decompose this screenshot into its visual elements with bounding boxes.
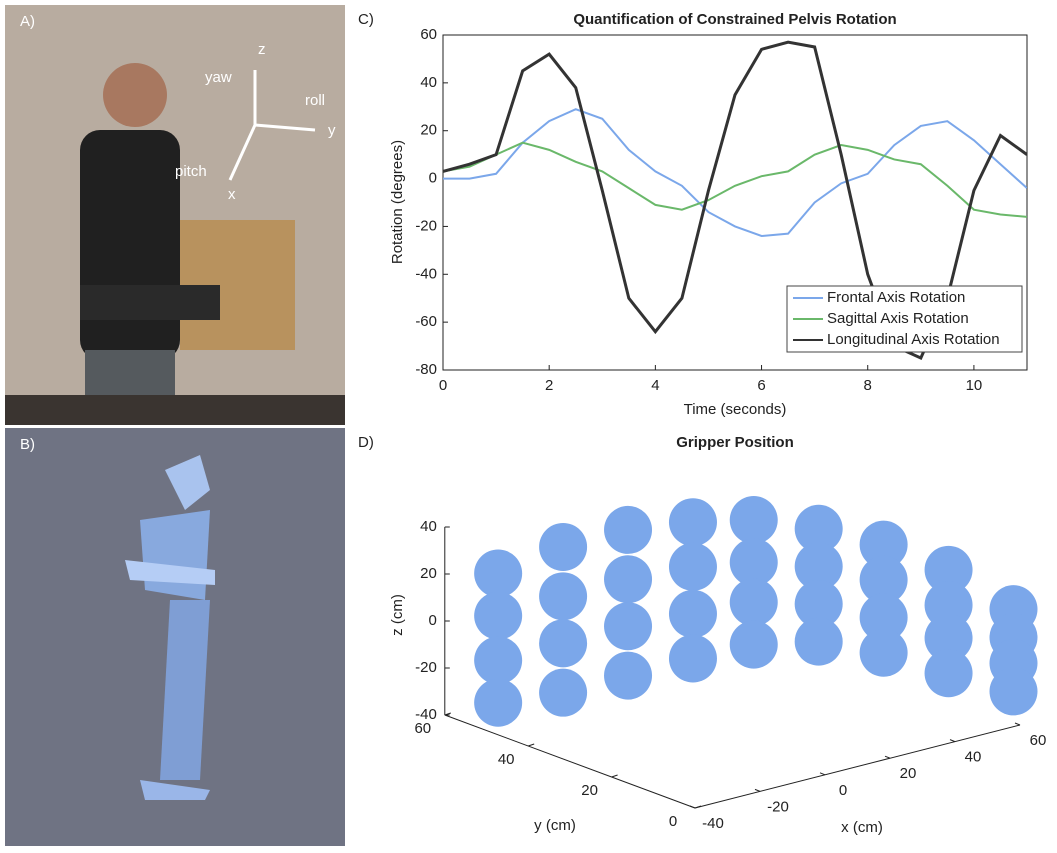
point	[730, 621, 778, 669]
x-tick	[820, 773, 825, 775]
x-tick-label: 40	[965, 749, 982, 766]
axis-annotation: yaw	[205, 69, 232, 86]
x-tick-label: 4	[651, 377, 659, 394]
x-axis-label: x (cm)	[841, 819, 883, 836]
z-tick-label: 0	[428, 612, 436, 629]
series-line	[443, 109, 1027, 236]
x-tick	[885, 756, 890, 758]
y-tick-label: 20	[581, 782, 598, 799]
y-tick-label: 60	[414, 720, 431, 737]
y-axis-label: Rotation (degrees)	[389, 140, 406, 264]
point	[669, 543, 717, 591]
point	[539, 619, 587, 667]
chart-title: Quantification of Constrained Pelvis Rot…	[573, 11, 896, 28]
x-tick	[1015, 723, 1020, 725]
point	[669, 635, 717, 683]
point	[539, 523, 587, 571]
y-tick	[612, 775, 618, 777]
z-tick-label: -20	[415, 659, 437, 676]
y-tick-label: 40	[420, 74, 437, 91]
axis-annotation: roll	[305, 92, 325, 109]
y-tick-label: -60	[415, 313, 437, 330]
point	[604, 506, 652, 554]
point	[474, 549, 522, 597]
x-tick-label: -40	[702, 815, 724, 832]
point	[604, 602, 652, 650]
x-tick-label: 6	[757, 377, 765, 394]
y-tick-label: 60	[420, 26, 437, 43]
y-axis-label: y (cm)	[534, 817, 576, 834]
axis-annotation: pitch	[175, 163, 207, 180]
series-line	[443, 143, 1027, 217]
axis-annotation: z	[258, 41, 266, 58]
point	[474, 679, 522, 727]
y-tick-label: 0	[429, 170, 437, 187]
point	[795, 618, 843, 666]
panel-label: B)	[20, 436, 35, 453]
y-tick-label: -40	[415, 265, 437, 282]
x-tick	[690, 806, 695, 808]
point	[474, 636, 522, 684]
point	[539, 572, 587, 620]
axis-annotation: y	[328, 122, 336, 139]
x-tick-label: 10	[966, 377, 983, 394]
x-tick	[950, 740, 955, 742]
point	[925, 649, 973, 697]
y-tick	[528, 744, 534, 746]
axis-annotation: x	[228, 186, 236, 203]
photo-a	[5, 5, 345, 425]
x-tick-label: 0	[439, 377, 447, 394]
chart-title: Gripper Position	[676, 434, 794, 451]
x-tick-label: 0	[839, 782, 847, 799]
point	[669, 590, 717, 638]
x-tick-label: -20	[767, 798, 789, 815]
x-tick	[755, 789, 760, 791]
x-tick-label: 60	[1030, 732, 1047, 749]
legend-label: Sagittal Axis Rotation	[827, 310, 969, 327]
point	[604, 652, 652, 700]
panel-label: D)	[358, 434, 374, 451]
figure: A) B) z yaw roll y pitch x C) Quantificat…	[0, 0, 1057, 848]
y-tick-label: 20	[420, 122, 437, 139]
y-tick-label: 40	[498, 751, 515, 768]
point	[860, 629, 908, 677]
z-axis-label: z (cm)	[389, 594, 406, 636]
point	[669, 498, 717, 546]
point	[730, 578, 778, 626]
z-tick-label: 40	[420, 518, 437, 535]
legend-label: Frontal Axis Rotation	[827, 289, 965, 306]
x-axis-label: Time (seconds)	[684, 401, 787, 418]
y-tick-label: -80	[415, 361, 437, 378]
point	[539, 669, 587, 717]
x-tick-label: 8	[864, 377, 872, 394]
axis-line	[695, 725, 1020, 808]
axis-line	[445, 715, 695, 808]
y-tick-label: 0	[669, 813, 677, 830]
x-tick-label: 20	[900, 765, 917, 782]
x-tick-label: 2	[545, 377, 553, 394]
panel-label: A)	[20, 13, 35, 30]
photo-b	[5, 428, 345, 846]
point	[730, 496, 778, 544]
panel-label: C)	[358, 11, 374, 28]
point	[474, 592, 522, 640]
point	[604, 555, 652, 603]
point	[990, 667, 1038, 715]
z-tick-label: 20	[420, 565, 437, 582]
y-tick-label: -20	[415, 217, 437, 234]
legend-label: Longitudinal Axis Rotation	[827, 331, 1000, 348]
